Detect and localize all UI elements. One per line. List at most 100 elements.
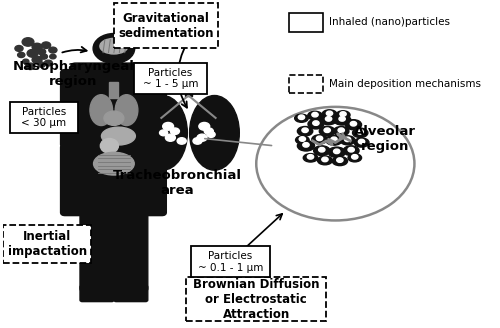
Ellipse shape	[304, 154, 318, 162]
Text: Gravitational
sedimentation: Gravitational sedimentation	[118, 12, 214, 40]
Circle shape	[38, 62, 45, 67]
Ellipse shape	[322, 110, 337, 119]
Ellipse shape	[340, 136, 355, 145]
Text: Alveolar
region: Alveolar region	[354, 125, 416, 153]
FancyBboxPatch shape	[142, 144, 167, 215]
Circle shape	[344, 137, 350, 142]
Circle shape	[298, 115, 304, 119]
Circle shape	[322, 157, 328, 162]
FancyBboxPatch shape	[110, 82, 118, 98]
Ellipse shape	[320, 126, 335, 136]
Circle shape	[334, 149, 340, 154]
Ellipse shape	[138, 95, 188, 170]
Circle shape	[177, 138, 186, 144]
Ellipse shape	[308, 111, 322, 120]
Ellipse shape	[354, 138, 369, 147]
Circle shape	[32, 56, 42, 63]
Text: Brownian Diffusion
or Electrostatic
Attraction: Brownian Diffusion or Electrostatic Attr…	[193, 278, 320, 321]
FancyBboxPatch shape	[78, 74, 150, 191]
Ellipse shape	[308, 119, 324, 129]
Ellipse shape	[334, 115, 350, 125]
Circle shape	[324, 128, 330, 133]
Circle shape	[40, 54, 48, 59]
FancyBboxPatch shape	[60, 70, 87, 148]
Circle shape	[104, 111, 124, 125]
Ellipse shape	[328, 147, 345, 157]
FancyBboxPatch shape	[289, 13, 323, 31]
Circle shape	[338, 128, 344, 133]
Circle shape	[326, 117, 332, 121]
Ellipse shape	[352, 128, 368, 137]
FancyBboxPatch shape	[134, 63, 206, 94]
FancyBboxPatch shape	[289, 75, 323, 93]
FancyBboxPatch shape	[114, 201, 148, 292]
FancyBboxPatch shape	[81, 174, 146, 206]
Ellipse shape	[332, 156, 347, 166]
Circle shape	[49, 47, 57, 53]
Circle shape	[312, 113, 318, 117]
FancyBboxPatch shape	[60, 144, 84, 215]
Ellipse shape	[348, 154, 362, 162]
Ellipse shape	[314, 146, 330, 155]
Circle shape	[316, 136, 322, 141]
Text: Nasopharyngeal
region: Nasopharyngeal region	[12, 60, 134, 89]
Circle shape	[22, 38, 34, 46]
Text: Inertial
impactation: Inertial impactation	[8, 230, 87, 258]
Ellipse shape	[116, 95, 138, 126]
Ellipse shape	[190, 95, 240, 170]
Ellipse shape	[346, 120, 362, 130]
Circle shape	[312, 121, 319, 125]
Ellipse shape	[312, 135, 327, 144]
Circle shape	[193, 138, 202, 144]
Circle shape	[339, 117, 345, 121]
FancyBboxPatch shape	[80, 285, 114, 302]
FancyBboxPatch shape	[106, 49, 122, 70]
Ellipse shape	[94, 152, 134, 175]
FancyBboxPatch shape	[80, 201, 114, 292]
FancyBboxPatch shape	[114, 285, 148, 302]
Circle shape	[207, 132, 215, 137]
Text: Tracheobronchial
area: Tracheobronchial area	[112, 169, 242, 197]
Ellipse shape	[318, 156, 332, 165]
Circle shape	[350, 121, 356, 126]
Ellipse shape	[344, 146, 359, 155]
FancyBboxPatch shape	[10, 102, 78, 133]
FancyBboxPatch shape	[3, 225, 92, 263]
Circle shape	[93, 33, 134, 63]
Circle shape	[318, 148, 325, 152]
Circle shape	[170, 128, 179, 134]
FancyBboxPatch shape	[140, 70, 166, 148]
Circle shape	[199, 122, 209, 130]
FancyBboxPatch shape	[114, 3, 218, 49]
Ellipse shape	[298, 127, 312, 136]
Circle shape	[331, 137, 337, 142]
Circle shape	[302, 128, 308, 133]
Ellipse shape	[90, 95, 112, 126]
FancyBboxPatch shape	[190, 246, 270, 277]
FancyBboxPatch shape	[186, 277, 326, 321]
Text: Particles
~ 1 - 5 μm: Particles ~ 1 - 5 μm	[142, 68, 198, 89]
Text: Particles
~ 0.1 - 1 μm: Particles ~ 0.1 - 1 μm	[198, 251, 263, 273]
Ellipse shape	[294, 114, 308, 122]
Text: Main deposition mechanisms: Main deposition mechanisms	[328, 79, 480, 89]
Circle shape	[348, 148, 354, 152]
Circle shape	[50, 54, 56, 59]
Circle shape	[42, 42, 50, 49]
Circle shape	[38, 49, 46, 55]
Circle shape	[15, 46, 23, 51]
Circle shape	[197, 134, 207, 141]
Ellipse shape	[320, 115, 336, 125]
Circle shape	[32, 43, 42, 51]
Ellipse shape	[336, 111, 350, 119]
Circle shape	[166, 134, 175, 141]
Ellipse shape	[102, 127, 136, 145]
Circle shape	[162, 122, 173, 130]
Ellipse shape	[334, 127, 349, 136]
Circle shape	[326, 111, 332, 116]
Circle shape	[22, 59, 29, 64]
Circle shape	[352, 154, 358, 159]
Ellipse shape	[100, 38, 128, 54]
Circle shape	[336, 158, 343, 162]
Circle shape	[18, 52, 25, 57]
Circle shape	[303, 143, 309, 147]
